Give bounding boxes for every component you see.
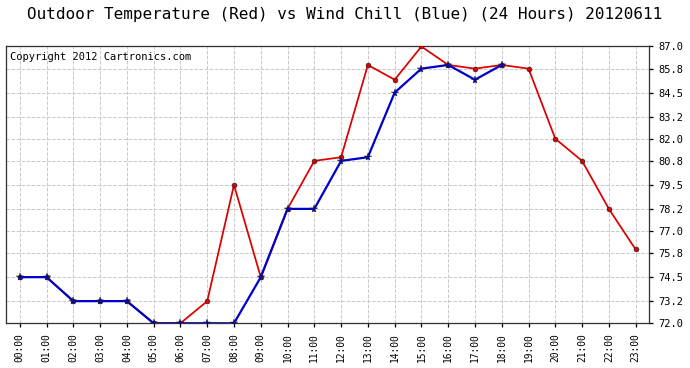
Text: Outdoor Temperature (Red) vs Wind Chill (Blue) (24 Hours) 20120611: Outdoor Temperature (Red) vs Wind Chill … — [28, 7, 662, 22]
Text: Copyright 2012 Cartronics.com: Copyright 2012 Cartronics.com — [10, 52, 191, 62]
